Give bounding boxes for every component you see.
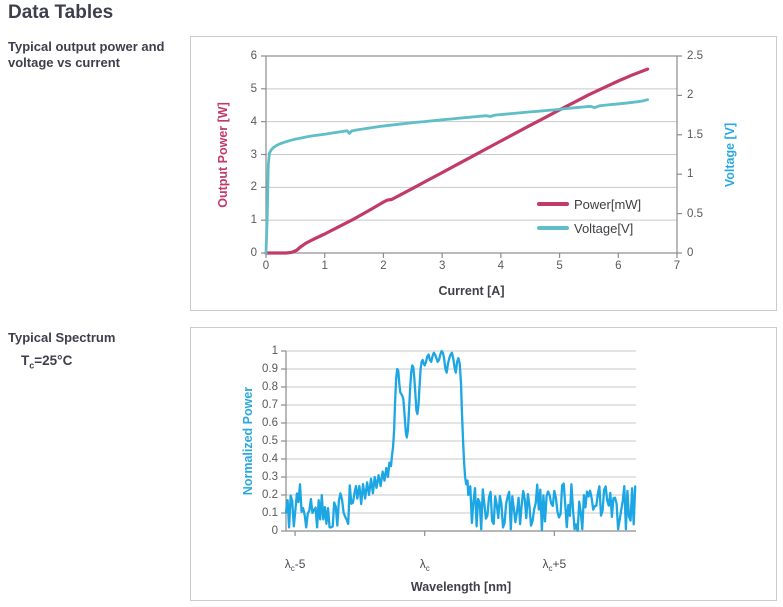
x-tick-label: 3 bbox=[438, 260, 446, 272]
y-left-axis-title: Output Power [W] bbox=[216, 101, 230, 208]
legend-item: Power[mW] bbox=[537, 194, 641, 214]
tick-label-part: λ bbox=[542, 556, 549, 571]
tick-label-part: λ bbox=[419, 556, 426, 571]
y-right-tick-label: 1 bbox=[687, 168, 694, 181]
y-tick-label: 0.3 bbox=[262, 471, 278, 483]
condition-sub: c bbox=[29, 360, 35, 371]
x-tick-label: λc-5 bbox=[285, 557, 306, 573]
spectrum-chart: 0 0.1 0.2 0.3 0.4 0.5 0.6 0.7 0.8 0.9 1 λc-5 λc λc+5 N… bbox=[190, 327, 777, 601]
series-spectrum bbox=[284, 349, 637, 532]
x-tick-label: 4 bbox=[497, 260, 505, 272]
condition-suffix: =25°C bbox=[34, 353, 73, 368]
y-left-tick-label: 0 bbox=[250, 247, 257, 259]
legend-line-swatch bbox=[537, 226, 569, 230]
page-title: Data Tables bbox=[8, 2, 114, 23]
y-tick-label: 0.1 bbox=[262, 507, 278, 519]
y-tick-label: 0.7 bbox=[262, 399, 278, 411]
y-tick-label: 0.6 bbox=[262, 417, 278, 429]
y-right-tick-label: 0 bbox=[687, 247, 694, 259]
x-tick-label: 0 bbox=[262, 260, 270, 272]
spectrum-chart-caption: Typical Spectrum bbox=[8, 330, 116, 345]
tick-label-part: -5 bbox=[294, 556, 306, 571]
tick-label-part: c bbox=[290, 564, 295, 574]
y-tick-label: 0.5 bbox=[262, 435, 278, 447]
x-tick-label: λc+5 bbox=[542, 557, 566, 573]
legend-line-swatch bbox=[537, 202, 569, 206]
y-right-axis-title: Voltage [V] bbox=[723, 122, 737, 187]
y-right-tick-label: 0.5 bbox=[687, 207, 703, 220]
x-tick-label: 7 bbox=[673, 260, 681, 272]
y-left-tick-label: 3 bbox=[250, 148, 257, 161]
x-tick-label: 2 bbox=[380, 260, 387, 272]
tick-label-part: λ bbox=[284, 556, 291, 571]
power-voltage-chart: 0 1 2 3 4 5 6 0 0.5 1 1.5 2 2.5 0 1 2 3 4 5 6 7 Output Power … bbox=[190, 36, 777, 311]
spectrum-plot bbox=[281, 349, 637, 536]
y-tick-label: 0.2 bbox=[262, 489, 278, 501]
y-tick-label: 0.8 bbox=[262, 381, 278, 393]
legend-label: Power[mW] bbox=[574, 196, 642, 212]
x-axis-title: Current [A] bbox=[438, 284, 505, 298]
tick-label-part: c bbox=[425, 564, 430, 574]
y-left-tick-label: 1 bbox=[250, 214, 257, 227]
y-tick-label: 0 bbox=[271, 525, 278, 537]
legend-label: Voltage[V] bbox=[574, 220, 634, 236]
y-axis-title: Normalized Power bbox=[241, 386, 255, 496]
y-tick-label: 0.9 bbox=[262, 363, 278, 375]
power-voltage-chart-caption: Typical output power and voltage vs curr… bbox=[8, 39, 165, 71]
tick-label-part: +5 bbox=[552, 556, 567, 571]
x-tick-label: λc bbox=[420, 557, 430, 573]
series-power-mw- bbox=[264, 67, 650, 255]
y-tick-label: 1 bbox=[271, 345, 278, 357]
y-left-tick-label: 4 bbox=[250, 115, 257, 128]
y-right-tick-label: 1.5 bbox=[687, 128, 703, 141]
y-left-tick-label: 2 bbox=[250, 181, 257, 194]
y-right-tick-label: 2.5 bbox=[687, 50, 703, 62]
y-left-tick-label: 6 bbox=[250, 50, 257, 62]
y-tick-label: 0.4 bbox=[262, 453, 278, 465]
legend-item: Voltage[V] bbox=[537, 218, 633, 238]
power-voltage-plot bbox=[261, 55, 682, 258]
series-voltage-v- bbox=[264, 98, 650, 255]
spectrum-condition-label: Tc=25°C bbox=[21, 353, 72, 372]
x-axis-title: Wavelength [nm] bbox=[410, 580, 512, 594]
x-tick-label: 6 bbox=[615, 260, 622, 272]
x-tick-label: 1 bbox=[321, 260, 328, 272]
y-left-tick-label: 5 bbox=[250, 82, 257, 95]
y-right-tick-label: 2 bbox=[687, 89, 694, 102]
condition-base: T bbox=[21, 353, 30, 368]
x-tick-label: 5 bbox=[556, 260, 563, 272]
tick-label-part: c bbox=[548, 564, 553, 574]
